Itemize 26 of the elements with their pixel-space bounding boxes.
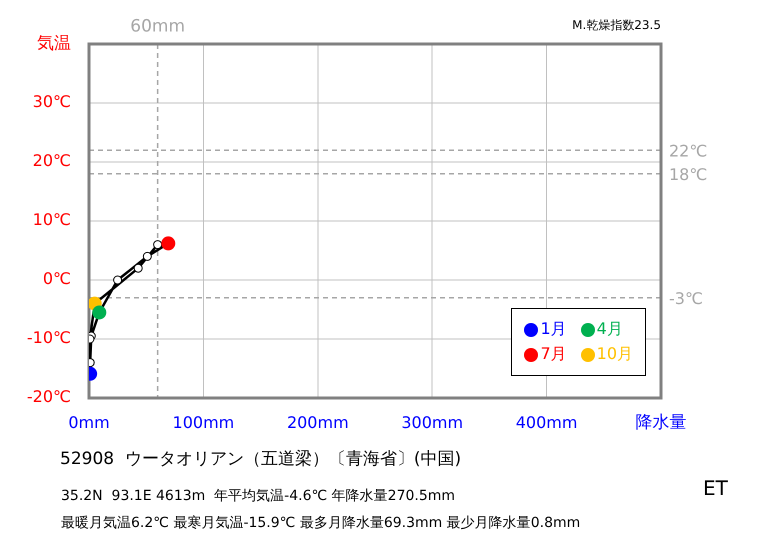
y-tick-label: -20℃ <box>26 387 71 406</box>
ref-line-label: 60mm <box>130 16 186 36</box>
text: ET <box>703 476 728 500</box>
y-tick-label: 0℃ <box>42 269 71 288</box>
x-tick-label: 200mm <box>286 412 349 432</box>
y-tick-label: 20℃ <box>32 151 71 170</box>
text: 35.2N 93.1E 4613m 年平均気温-4.6℃ 年降水量270.5mm <box>61 488 456 505</box>
legend-label: 4月 <box>596 319 623 340</box>
text: 52908 ウータオリアン（五道梁）〔青海省〕(中国) <box>60 449 462 470</box>
y-tick-label: 30℃ <box>32 92 71 112</box>
ref-line-label: 22℃ <box>669 141 708 160</box>
x-tick-label: 0mm <box>68 412 110 432</box>
text: 最暖月気温6.2℃ 最寒月気温-15.9℃ 最多月降水量69.3mm 最少月降水量0.8mm <box>61 515 580 532</box>
y-axis-title: 気温 <box>37 33 71 54</box>
x-tick-label: 300mm <box>401 412 464 432</box>
legend-label: 7月 <box>540 344 567 365</box>
legend-label: 10月 <box>596 344 633 365</box>
x-axis-title: 降水量 <box>636 412 686 432</box>
x-tick-label: 400mm <box>516 412 578 432</box>
text: M.乾燥指数23.5 <box>572 18 661 32</box>
ref-line-label: -3℃ <box>669 288 703 308</box>
y-tick-label: -10℃ <box>26 328 71 348</box>
ref-line-label: 18℃ <box>669 164 708 184</box>
y-tick-label: 10℃ <box>32 210 71 230</box>
legend-label: 1月 <box>540 319 567 340</box>
x-tick-label: 100mm <box>172 412 234 432</box>
